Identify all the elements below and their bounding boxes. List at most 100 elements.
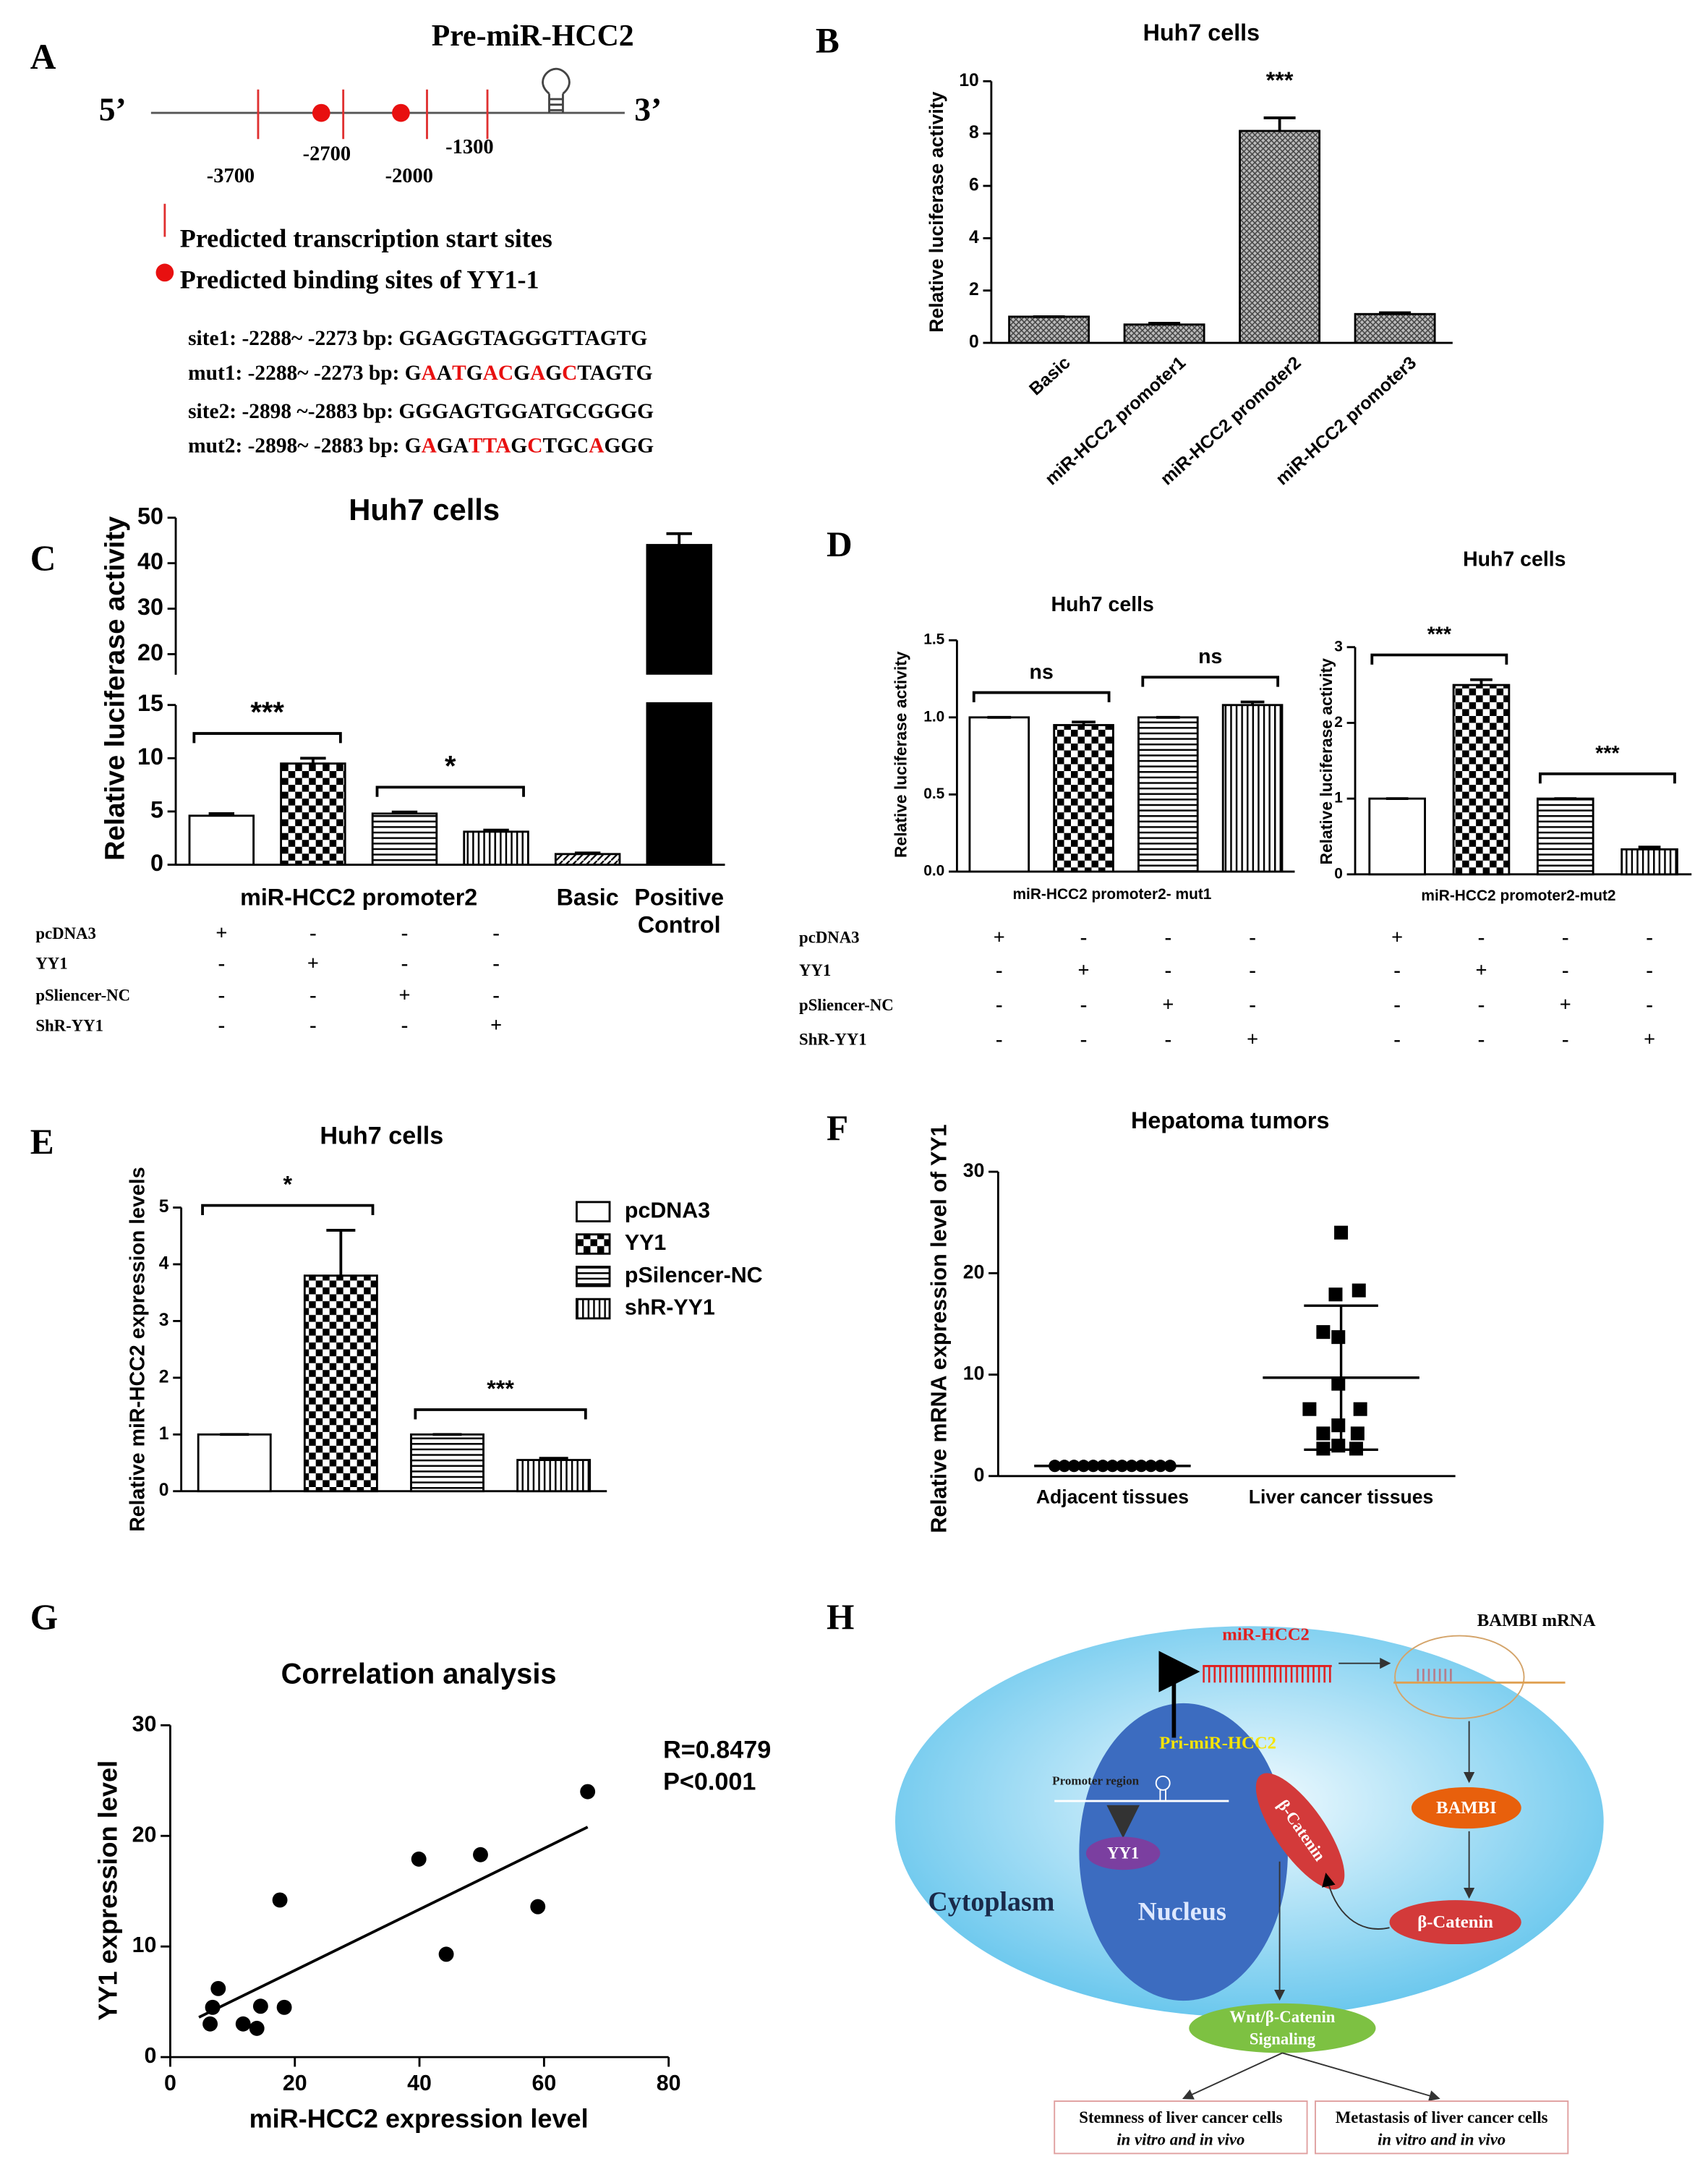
significance-label: ns	[1198, 645, 1222, 668]
sequence-segment: G	[545, 362, 562, 385]
error-bar	[391, 810, 418, 814]
treatment-sign: -	[1646, 960, 1652, 982]
treatment-label: pcDNA3	[35, 924, 95, 942]
legend-swatch	[576, 1265, 611, 1287]
significance-label: ***	[1427, 623, 1452, 646]
hairpin	[1159, 1789, 1166, 1802]
y-tick-label: 20	[132, 1822, 157, 1847]
y-tick-label: 0.5	[923, 785, 944, 802]
sequence-segment: C	[562, 362, 577, 385]
significance-label: ***	[1266, 67, 1294, 93]
y-tick-label: 1.0	[923, 708, 944, 725]
position-label: -3700	[207, 165, 255, 187]
group-label: Control	[638, 912, 721, 938]
bar	[1137, 716, 1199, 873]
bar	[188, 814, 255, 866]
sequence-segment: mut2: -2898~ -2883 bp: G	[188, 434, 422, 457]
x-tick-label: Basic	[1026, 353, 1075, 399]
treatment-sign: -	[1393, 994, 1400, 1016]
outcome-box	[1315, 2100, 1569, 2155]
bar	[1221, 704, 1284, 873]
y-tick-label: 15	[137, 690, 163, 716]
bar	[1354, 312, 1436, 344]
x-tick-label: 60	[531, 2071, 556, 2095]
treatment-sign: -	[218, 1015, 225, 1037]
bar	[410, 1433, 484, 1493]
x-axis-label: miR-HCC2 promoter2- mut1	[1012, 886, 1211, 903]
treatment-label: ShR-YY1	[799, 1030, 867, 1048]
sd-bar	[1304, 1304, 1378, 1452]
error-bar	[1379, 311, 1412, 315]
y-tick-label: 10	[132, 1933, 157, 1957]
yy1-shape	[1085, 1836, 1161, 1870]
treatment-sign: +	[994, 927, 1005, 949]
y-tick-label: 0	[145, 2043, 157, 2068]
y-tick-label: 10	[963, 1363, 985, 1384]
data-point	[438, 1946, 454, 1962]
sequence-line: site1: -2288~ -2273 bp: GGAGGTAGGGTTAGTG	[188, 327, 647, 350]
treatment-sign: +	[1475, 960, 1487, 982]
chart-title: Hepatoma tumors	[1131, 1107, 1329, 1133]
five-prime: 5’	[99, 91, 127, 128]
cytoplasm-label: Cytoplasm	[928, 1887, 1054, 1917]
treatment-sign: -	[401, 922, 408, 945]
treatment-label: YY1	[799, 961, 831, 979]
data-point	[580, 1784, 596, 1800]
outcome-text: Stemness of liver cancer cells	[1079, 2108, 1282, 2126]
sequence-segment: T	[452, 362, 466, 385]
pri-label: Pri-miR-HCC2	[1159, 1734, 1276, 1753]
y-tick-label: 5	[150, 796, 163, 822]
treatment-sign: -	[1165, 927, 1171, 949]
data-point	[411, 1851, 427, 1867]
mrna-circle	[1394, 1635, 1525, 1719]
catenin-nucleus	[1255, 1773, 1345, 1890]
outcome-text: in vitro and in vivo	[1378, 2130, 1506, 2148]
significance-bracket	[201, 1204, 375, 1215]
treatment-sign: -	[1478, 994, 1485, 1016]
error-bar	[300, 757, 326, 764]
chart-title: Huh7 cells	[1051, 593, 1153, 616]
error-bar	[1240, 700, 1265, 705]
treatment-sign: -	[1249, 927, 1255, 949]
bambi-shape	[1411, 1787, 1521, 1829]
y-tick-label: 3	[159, 1311, 169, 1330]
bar	[1008, 315, 1090, 344]
treatment-sign: -	[1080, 927, 1087, 949]
treatment-label: pSliencer-NC	[35, 986, 130, 1004]
y-tick-label: 20	[963, 1261, 985, 1282]
legend-label: shR-YY1	[625, 1295, 715, 1319]
mrna-binding	[1417, 1669, 1453, 1682]
error-bar	[483, 828, 509, 832]
data-point	[202, 2016, 218, 2032]
significance-label: ***	[1595, 742, 1620, 765]
error-bar	[208, 812, 235, 816]
treatment-sign: +	[307, 953, 319, 975]
significance-bracket	[414, 1408, 587, 1420]
bar	[1368, 797, 1426, 876]
treatment-sign: +	[1560, 994, 1571, 1016]
treatment-sign: -	[218, 953, 225, 975]
position-label: -2700	[303, 143, 351, 166]
bar	[1452, 684, 1511, 876]
sequence-line: mut2: -2898~ -2883 bp: GAGATTAGCTGCAGGG	[188, 434, 654, 457]
bambi-label: BAMBI	[1436, 1798, 1497, 1818]
chart-title: Huh7 cells	[320, 1122, 443, 1149]
data-point	[235, 2016, 251, 2032]
treatment-sign: -	[218, 984, 225, 1007]
treatment-sign: -	[1165, 960, 1171, 982]
sequence-segment: GA	[437, 434, 469, 457]
x-tick-label: 40	[407, 2071, 432, 2095]
treatment-label: pSliencer-NC	[799, 996, 894, 1014]
panel-label: G	[30, 1597, 58, 1637]
treatment-sign: -	[1393, 1029, 1400, 1051]
legend-swatch	[576, 1201, 611, 1223]
treatment-sign: -	[492, 984, 499, 1007]
sequence-segment: TGC	[542, 434, 589, 457]
treatment-sign: -	[309, 922, 316, 945]
treatment-sign: -	[1478, 1029, 1485, 1051]
three-prime: 3’	[634, 91, 662, 128]
bar	[280, 762, 346, 866]
x-axis-label: miR-HCC2 expression level	[249, 2103, 589, 2133]
panel-label: C	[30, 538, 56, 578]
panel-h: miR-HCC2 BAMBI mRNA Pri-miR-HCC2 Promote…	[894, 1611, 1604, 2155]
